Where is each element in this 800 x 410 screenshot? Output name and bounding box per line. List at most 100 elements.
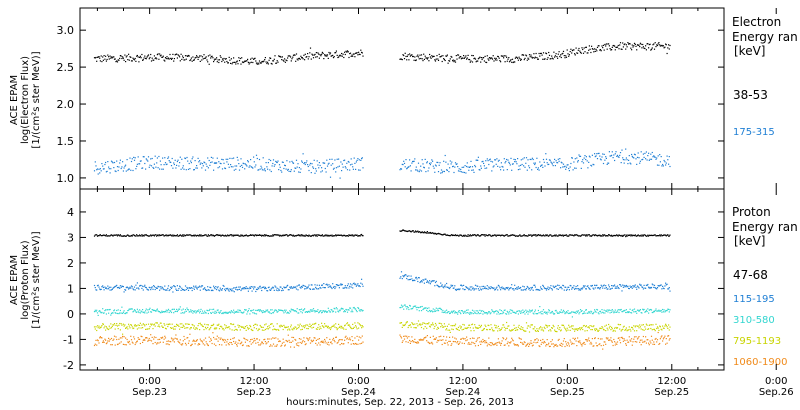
data-point: [210, 339, 212, 341]
data-point: [110, 289, 113, 291]
data-point: [563, 311, 565, 313]
data-point: [531, 157, 533, 159]
data-point: [148, 328, 150, 330]
data-point: [492, 235, 494, 237]
data-point: [143, 324, 145, 326]
data-point: [227, 163, 229, 165]
data-point: [216, 338, 218, 340]
data-point: [514, 344, 516, 346]
data-point: [606, 327, 608, 329]
data-point: [415, 341, 417, 343]
data-point: [299, 234, 301, 236]
data-point: [519, 338, 521, 340]
data-point: [418, 171, 420, 173]
data-point: [401, 278, 403, 280]
data-point: [182, 234, 184, 236]
data-point: [322, 340, 324, 342]
data-point: [99, 57, 101, 59]
data-point: [556, 162, 558, 164]
data-point: [150, 324, 153, 326]
data-point: [579, 235, 582, 237]
data-point: [632, 156, 634, 158]
data-point: [307, 338, 309, 340]
data-point: [463, 234, 465, 236]
data-point: [517, 288, 519, 290]
data-point: [168, 160, 170, 162]
data-point: [223, 311, 225, 313]
data-point: [479, 309, 481, 311]
data-point: [284, 234, 286, 237]
data-point: [495, 342, 497, 344]
data-point: [153, 324, 155, 326]
data-point: [560, 309, 562, 311]
data-point: [280, 235, 282, 237]
data-point: [479, 286, 481, 288]
data-point: [250, 234, 252, 236]
data-point: [337, 310, 339, 312]
data-point: [473, 289, 475, 291]
data-point: [483, 165, 485, 167]
data-point: [181, 235, 183, 237]
data-point: [179, 285, 181, 287]
data-point: [565, 234, 568, 236]
data-point: [330, 164, 332, 166]
data-point: [436, 55, 438, 57]
data-point: [454, 311, 457, 313]
data-point: [338, 284, 340, 286]
data-point: [546, 326, 548, 328]
data-point: [461, 166, 463, 168]
data-point: [483, 287, 485, 289]
data-point: [295, 235, 297, 237]
data-point: [309, 235, 312, 237]
data-point: [267, 162, 269, 164]
data-point: [543, 161, 545, 163]
data-point: [495, 310, 497, 312]
data-point: [224, 288, 226, 290]
data-point: [466, 336, 468, 338]
data-point: [608, 45, 610, 47]
data-point: [353, 343, 355, 345]
data-point: [450, 284, 452, 286]
data-point: [169, 289, 171, 291]
data-point: [138, 235, 140, 237]
data-point: [290, 308, 292, 310]
data-point: [290, 326, 292, 328]
data-point: [194, 57, 196, 59]
data-point: [650, 287, 652, 289]
data-point: [447, 286, 449, 288]
data-point: [243, 235, 245, 237]
data-point: [225, 312, 227, 314]
data-point: [515, 344, 517, 346]
data-point: [665, 309, 667, 312]
data-point: [321, 51, 323, 53]
data-point: [587, 326, 589, 328]
data-point: [173, 338, 175, 340]
data-point: [428, 307, 430, 309]
data-point: [96, 329, 98, 332]
data-point: [330, 309, 332, 311]
data-point: [434, 281, 437, 284]
data-point: [306, 56, 308, 58]
data-point: [544, 235, 546, 237]
data-point: [474, 234, 477, 236]
data-point: [145, 234, 147, 236]
data-point: [233, 157, 235, 159]
data-point: [108, 166, 110, 168]
data-point: [315, 170, 317, 172]
data-point: [227, 289, 229, 291]
data-point: [140, 310, 142, 312]
data-point: [436, 233, 438, 235]
data-point: [640, 328, 642, 330]
data-point: [275, 234, 277, 236]
data-point: [562, 285, 565, 287]
data-point: [310, 58, 312, 60]
data-point: [450, 311, 452, 313]
data-point: [265, 323, 267, 325]
data-point: [199, 310, 201, 312]
data-point: [280, 169, 282, 172]
data-point: [358, 309, 360, 311]
data-point: [454, 325, 456, 327]
data-point: [317, 164, 319, 166]
data-point: [187, 168, 190, 170]
data-point: [281, 325, 283, 327]
